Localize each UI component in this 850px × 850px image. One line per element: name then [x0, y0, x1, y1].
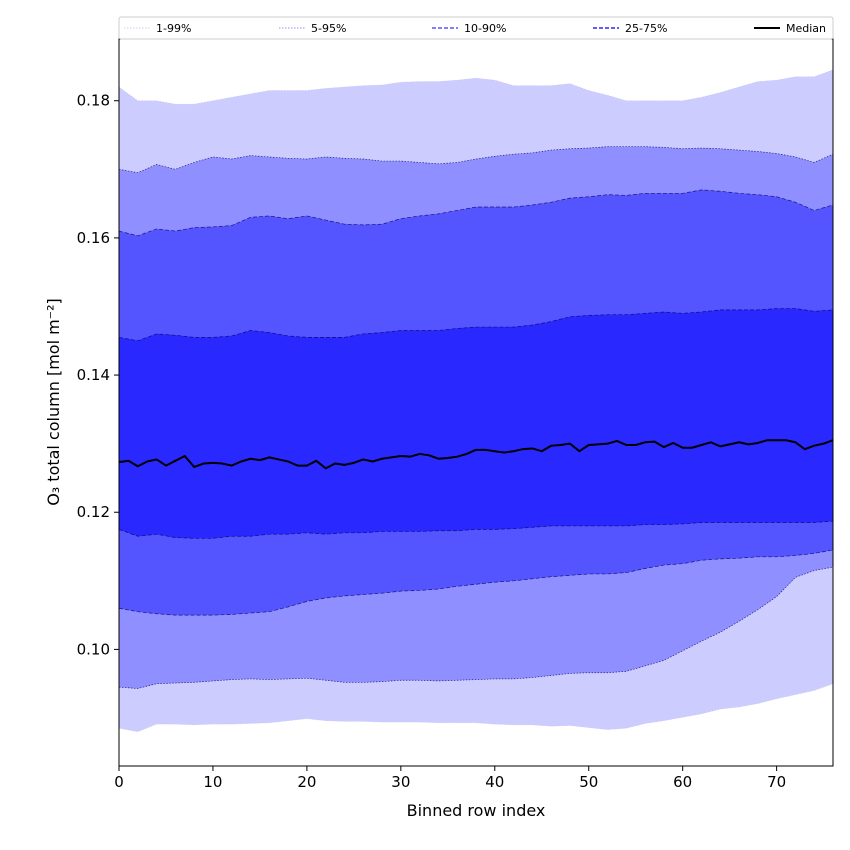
band-1-99%-upper-edge [118, 69, 834, 105]
y-tick-label: 0.18 [77, 92, 110, 110]
band-25-75%-area [119, 308, 833, 539]
x-tick-label: 70 [767, 773, 786, 791]
x-tick-label: 50 [579, 773, 598, 791]
x-tick-label: 10 [203, 773, 222, 791]
band-edges-layer [118, 69, 834, 733]
band-5-95%-lower-edge [118, 566, 834, 689]
y-tick-label: 0.14 [77, 366, 110, 384]
x-tick-label: 20 [297, 773, 316, 791]
x-axis: 0 10 20 30 40 50 60 70 [114, 766, 786, 791]
band-1-99%-lower-edge [118, 683, 834, 733]
legend-label: 10-90% [464, 22, 506, 35]
legend: 1-99% 5-95% 10-90% 25-75% Median [118, 16, 834, 40]
band-25-75%-upper-edge [118, 308, 834, 342]
legend-label: 5-95% [311, 22, 346, 35]
y-tick-label: 0.16 [77, 229, 110, 247]
legend-frame [118, 16, 834, 40]
x-tick-label: 60 [673, 773, 692, 791]
x-axis-label: Binned row index [407, 801, 546, 820]
legend-label: Median [786, 22, 826, 35]
bands-layer [119, 69, 833, 732]
legend-label: 1-99% [156, 22, 191, 35]
y-axis-label: O₃ total column [mol m⁻²] [44, 298, 63, 506]
median-layer [118, 439, 834, 470]
median-line [118, 439, 834, 470]
legend-label: 25-75% [625, 22, 667, 35]
y-tick-label: 0.10 [77, 640, 110, 658]
x-tick-label: 0 [114, 773, 124, 791]
band-10-90%-upper-edge [118, 189, 834, 237]
y-tick-label: 0.12 [77, 503, 110, 521]
x-tick-label: 40 [485, 773, 504, 791]
x-tick-label: 30 [391, 773, 410, 791]
band-5-95%-upper-edge [118, 146, 834, 174]
y-axis: 0.10 0.12 0.14 0.16 0.18 [77, 92, 119, 658]
band-25-75%-lower-edge [118, 520, 834, 539]
